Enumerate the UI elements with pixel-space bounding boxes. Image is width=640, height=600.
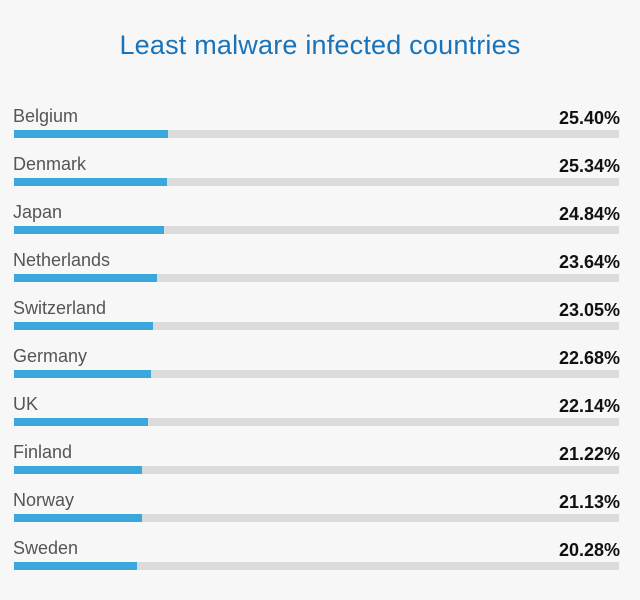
chart-title: Least malware infected countries bbox=[119, 30, 521, 60]
category-label: Switzerland bbox=[13, 298, 107, 318]
bar bbox=[14, 418, 148, 426]
category-label: Japan bbox=[13, 202, 63, 222]
value-label: 23.64% bbox=[558, 252, 620, 272]
category-label: Sweden bbox=[13, 538, 79, 558]
value-label: 22.14% bbox=[558, 396, 620, 416]
value-label: 21.22% bbox=[558, 444, 620, 464]
bar-track bbox=[14, 514, 619, 522]
category-label: Netherlands bbox=[13, 250, 111, 270]
bar-list: Belgium 25.40% Denmark 25.34% Japan 24.84% Net… bbox=[13, 104, 620, 584]
category-label: Finland bbox=[13, 442, 73, 462]
bar-row: Sweden 20.28% bbox=[13, 536, 620, 584]
bar-row: Finland 21.22% bbox=[13, 440, 620, 488]
bar-track bbox=[14, 226, 619, 234]
value-label: 21.13% bbox=[558, 492, 620, 512]
bar bbox=[14, 226, 164, 234]
bar bbox=[14, 130, 168, 138]
bar-track bbox=[14, 418, 619, 426]
bar-track bbox=[14, 562, 619, 570]
bar-row: Germany 22.68% bbox=[13, 344, 620, 392]
bar-row: Netherlands 23.64% bbox=[13, 248, 620, 296]
bar bbox=[14, 322, 153, 330]
value-label: 23.05% bbox=[558, 300, 620, 320]
bar-row: Japan 24.84% bbox=[13, 200, 620, 248]
bar bbox=[14, 562, 137, 570]
category-label: Belgium bbox=[13, 106, 79, 126]
bar-track bbox=[14, 370, 619, 378]
value-label: 25.40% bbox=[558, 108, 620, 128]
bar-track bbox=[14, 322, 619, 330]
bar-track bbox=[14, 274, 619, 282]
bar bbox=[14, 178, 167, 186]
bar-row: Switzerland 23.05% bbox=[13, 296, 620, 344]
bar-row: UK 22.14% bbox=[13, 392, 620, 440]
bar bbox=[14, 370, 151, 378]
bar-track bbox=[14, 178, 619, 186]
bar-row: Denmark 25.34% bbox=[13, 152, 620, 200]
value-label: 25.34% bbox=[558, 156, 620, 176]
bar bbox=[14, 274, 157, 282]
category-label: Denmark bbox=[13, 154, 87, 174]
value-label: 20.28% bbox=[558, 540, 620, 560]
bar-track bbox=[14, 466, 619, 474]
bar-row: Norway 21.13% bbox=[13, 488, 620, 536]
bar bbox=[14, 466, 142, 474]
bar-row: Belgium 25.40% bbox=[13, 104, 620, 152]
category-label: UK bbox=[13, 394, 39, 414]
value-label: 22.68% bbox=[558, 348, 620, 368]
bar bbox=[14, 514, 142, 522]
category-label: Germany bbox=[13, 346, 88, 366]
bar-track bbox=[14, 130, 619, 138]
value-label: 24.84% bbox=[558, 204, 620, 224]
category-label: Norway bbox=[13, 490, 75, 510]
